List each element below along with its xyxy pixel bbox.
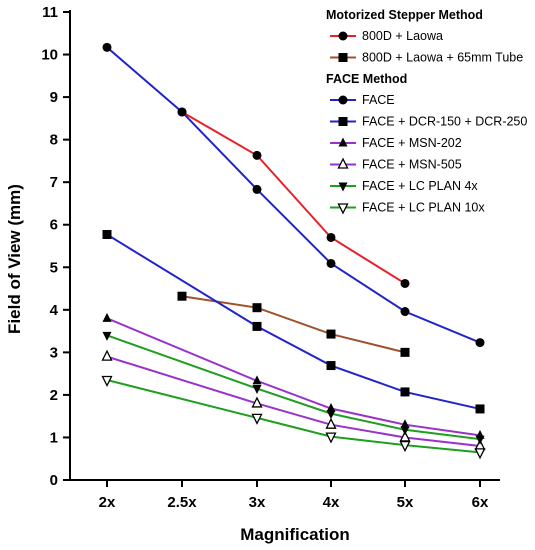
y-tick-label: 8	[50, 132, 58, 149]
legend-marker	[337, 203, 349, 215]
series-8	[101, 375, 486, 460]
legend-group-title: Motorized Stepper Method	[326, 8, 483, 22]
legend-item-label: FACE + MSN-505	[362, 158, 462, 172]
data-point	[474, 448, 486, 460]
y-tick-label: 7	[50, 174, 58, 191]
data-point	[252, 303, 262, 313]
data-point	[102, 312, 112, 322]
legend-item-label: 800D + Laowa + 65mm Tube	[362, 51, 523, 65]
legend-marker	[338, 182, 348, 192]
y-tick-label: 6	[50, 217, 58, 234]
data-point	[475, 404, 485, 414]
y-axis-title: Field of View (mm)	[5, 184, 24, 334]
data-point	[325, 417, 337, 429]
data-point	[326, 403, 336, 413]
series-3	[102, 42, 485, 348]
legend-item-label: FACE + DCR-150 + DCR-250	[362, 115, 527, 129]
data-point	[252, 385, 262, 395]
data-point	[177, 107, 187, 117]
data-point	[101, 375, 113, 387]
y-tick-label: 5	[50, 259, 58, 276]
chart-series	[101, 42, 486, 460]
legend-group-title: FACE Method	[326, 72, 407, 86]
series-6	[101, 349, 486, 451]
y-tick-label: 10	[41, 47, 58, 64]
data-point	[475, 338, 485, 348]
data-point	[102, 230, 112, 240]
legend-item-label: FACE + MSN-202	[362, 136, 462, 150]
y-tick-label: 1	[50, 429, 58, 446]
series-line	[181, 111, 406, 285]
x-tick-label: 4x	[323, 494, 340, 511]
series-line	[106, 46, 481, 344]
data-point	[102, 331, 112, 341]
data-point	[102, 42, 112, 52]
chart-legend: Motorized Stepper Method 800D + Laowa 800D…	[326, 8, 527, 215]
x-tick-label: 2x	[99, 494, 116, 511]
x-tick-label: 5x	[397, 494, 414, 511]
data-point	[325, 432, 337, 444]
series-4	[102, 230, 485, 414]
legend-marker	[338, 137, 348, 147]
data-point	[251, 413, 263, 425]
legend-marker	[338, 31, 348, 41]
y-tick-label: 2	[50, 387, 58, 404]
series-line	[106, 317, 481, 437]
legend-item-label: FACE + LC PLAN 10x	[362, 201, 485, 215]
legend-item-label: FACE + LC PLAN 4x	[362, 179, 478, 193]
x-tick-label: 6x	[472, 494, 489, 511]
x-tick-label: 3x	[249, 494, 266, 511]
data-point	[101, 349, 113, 361]
data-point	[326, 258, 336, 268]
legend-marker	[337, 157, 349, 169]
data-point	[399, 430, 411, 442]
data-point	[400, 307, 410, 317]
series-line	[181, 295, 406, 354]
series-5	[102, 312, 485, 439]
data-point	[326, 232, 336, 242]
y-tick-label: 11	[42, 4, 58, 21]
data-point	[252, 375, 262, 385]
series-2	[177, 291, 410, 357]
data-point	[326, 329, 336, 339]
series-line	[106, 334, 481, 441]
legend-marker	[338, 95, 348, 105]
data-point	[252, 150, 262, 160]
y-tick-label: 3	[50, 344, 58, 361]
x-tick-label: 2.5x	[167, 494, 197, 511]
legend-marker	[338, 53, 348, 62]
chart-axes: 0 1 2 3 4 5 6 7 8 9 10 11 2x 2.5x 3x 4x 5x 6x	[41, 4, 500, 511]
series-1	[177, 107, 410, 288]
series-7	[102, 331, 485, 445]
data-point	[252, 321, 262, 331]
x-axis-title: Magnification	[240, 525, 350, 544]
data-point	[252, 184, 262, 194]
y-tick-label: 9	[50, 89, 58, 106]
data-point	[251, 396, 263, 408]
data-point	[326, 410, 336, 420]
data-point	[326, 361, 336, 371]
data-point	[177, 291, 187, 301]
legend-item-label: 800D + Laowa	[362, 29, 443, 43]
y-tick-label: 0	[50, 472, 58, 489]
series-line	[106, 379, 481, 454]
data-point	[400, 278, 410, 288]
data-point	[400, 387, 410, 397]
data-point	[400, 426, 410, 436]
data-point	[400, 347, 410, 357]
legend-marker	[338, 117, 348, 126]
data-point	[475, 435, 485, 445]
legend-item-label: FACE	[362, 93, 395, 107]
y-tick-label: 4	[50, 302, 59, 319]
data-point	[400, 419, 410, 429]
data-point	[399, 440, 411, 453]
